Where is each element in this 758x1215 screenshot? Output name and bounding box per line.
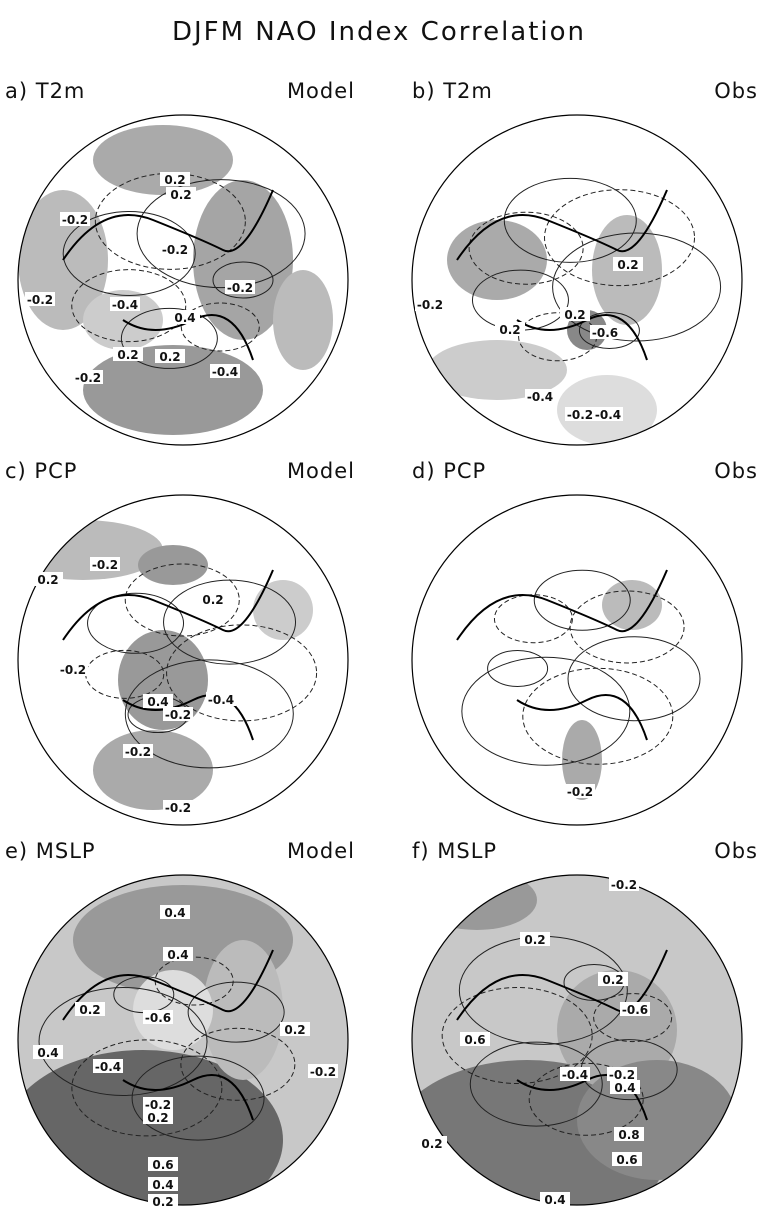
panel-source: Obs <box>714 79 758 103</box>
contour-label: 0.4 <box>152 1178 173 1192</box>
shaded-region <box>253 580 313 640</box>
panel-label: f) MSLP <box>412 839 497 863</box>
contour-label: 0.2 <box>499 323 520 337</box>
contour-label: 0.6 <box>152 1158 173 1172</box>
contour-label: -0.4 <box>112 298 138 312</box>
contour-label: -0.2 <box>609 1068 635 1082</box>
contour-label: -0.6 <box>592 326 618 340</box>
panel-source: Obs <box>714 839 758 863</box>
map-field <box>3 495 348 825</box>
contour-label: -0.2 <box>92 558 118 572</box>
contour-label: -0.2 <box>165 708 191 722</box>
map-field <box>18 115 348 445</box>
contour-label: -0.6 <box>145 1011 171 1025</box>
contour-label: 0.2 <box>602 973 623 987</box>
contour-label: 0.2 <box>421 1137 442 1151</box>
contour-label: 0.2 <box>284 1023 305 1037</box>
contour-label: -0.4 <box>95 1060 121 1074</box>
figure: DJFM NAO Index Correlation a) T2m Model 0.… <box>0 0 758 1215</box>
contour-label: -0.2 <box>227 281 253 295</box>
contour-label: 0.4 <box>544 1193 565 1207</box>
contour-label: -0.2 <box>165 801 191 815</box>
panel-source: Model <box>287 79 355 103</box>
map-field <box>412 495 742 825</box>
map-field <box>412 115 742 445</box>
contour-label: -0.2 <box>27 293 53 307</box>
contour-label: 0.2 <box>159 350 180 364</box>
contour-label: -0.6 <box>622 1003 648 1017</box>
map-panel: e) MSLPModel0.40.40.2-0.60.4-0.40.2-0.20… <box>3 839 355 1215</box>
contour-label: -0.4 <box>595 408 621 422</box>
contour-label: 0.4 <box>167 948 188 962</box>
shaded-region <box>417 870 537 930</box>
contour-label: 0.2 <box>117 348 138 362</box>
contour-label: 0.2 <box>164 173 185 187</box>
contour-label: -0.4 <box>562 1068 588 1082</box>
contour-label: -0.2 <box>310 1065 336 1079</box>
shaded-region <box>447 220 547 300</box>
contour-label: 0.8 <box>618 1128 639 1142</box>
panel-source: Model <box>287 459 355 483</box>
contour-label: -0.2 <box>611 878 637 892</box>
panel-label: d) PCP <box>412 459 486 483</box>
contour-label: 0.2 <box>202 593 223 607</box>
contour-label: 0.4 <box>164 906 185 920</box>
contour-label: -0.2 <box>75 371 101 385</box>
panel-source: Obs <box>714 459 758 483</box>
contour-label: 0.4 <box>147 695 168 709</box>
contour-label: -0.4 <box>527 390 553 404</box>
map-panel: a) T2mModel0.20.2-0.2-0.2-0.4-0.2-0.20.4… <box>5 79 355 445</box>
figure-title: DJFM NAO Index Correlation <box>172 17 586 47</box>
contour-label: 0.4 <box>614 1081 635 1095</box>
contour-label: -0.2 <box>125 745 151 759</box>
shaded-region <box>602 580 662 630</box>
contour-label: -0.2 <box>62 213 88 227</box>
contour-label: -0.4 <box>212 365 238 379</box>
contour-label: 0.6 <box>464 1033 485 1047</box>
contour-label: 0.4 <box>174 311 195 325</box>
contour-label: -0.2 <box>60 663 86 677</box>
contour-label: -0.2 <box>417 298 443 312</box>
contour-label: 0.2 <box>170 188 191 202</box>
contour-label: 0.2 <box>147 1111 168 1125</box>
map-field <box>387 870 742 1215</box>
map-panel: d) PCP Obs -0.2 <box>412 459 758 825</box>
contour-label: -0.2 <box>162 243 188 257</box>
contour-label: 0.4 <box>37 1046 58 1060</box>
panel-label: c) PCP <box>5 459 77 483</box>
contour-label: -0.2 <box>567 408 593 422</box>
contour-label: 0.2 <box>564 308 585 322</box>
contour-label: -0.2 <box>567 785 593 799</box>
shaded-region <box>577 1060 737 1180</box>
contour-label: 0.2 <box>524 933 545 947</box>
contour-label: 0.6 <box>616 1153 637 1167</box>
shaded-region <box>93 730 213 810</box>
contour-label: 0.2 <box>617 258 638 272</box>
contour-label: 0.2 <box>79 1003 100 1017</box>
panel-label: b) T2m <box>412 79 493 103</box>
page: {"title": "DJFM NAO Index Correlation", … <box>0 0 758 1215</box>
contour-label: -0.2 <box>145 1098 171 1112</box>
shaded-region <box>273 270 333 370</box>
panel-label: a) T2m <box>5 79 85 103</box>
contour-label: 0.2 <box>152 1195 173 1209</box>
panel-label: e) MSLP <box>5 839 96 863</box>
contour-label: 0.2 <box>37 573 58 587</box>
panel-source: Model <box>287 839 355 863</box>
contour-label: -0.4 <box>208 693 234 707</box>
